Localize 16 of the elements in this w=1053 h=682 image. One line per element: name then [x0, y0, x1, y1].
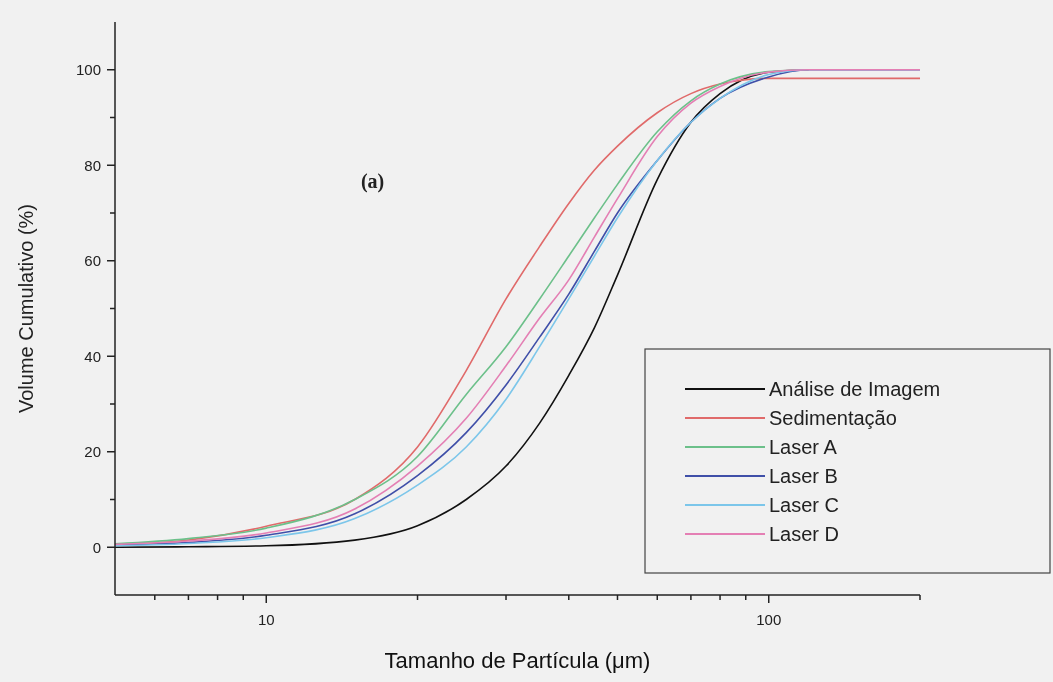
y-tick-label: 100 [75, 61, 101, 78]
legend-label: Laser B [769, 465, 838, 487]
annotation: (a) [360, 170, 385, 194]
y-tick-label: 20 [84, 443, 101, 460]
legend-label: Análise de Imagem [769, 378, 941, 400]
x-axis-title: Tamanho de Partícula (μm) [384, 648, 651, 673]
y-tick-label: 80 [84, 156, 101, 174]
y-axis-title: Volume Cumulativo (%) [15, 204, 37, 413]
y-tick-label: 40 [84, 347, 101, 365]
x-tick-label: 10 [257, 611, 275, 628]
y-tick-label: 0 [92, 538, 101, 556]
y-tick-label: 60 [84, 252, 101, 269]
legend-label: Laser D [769, 523, 840, 545]
legend-label: Sedimentação [769, 407, 897, 429]
legend-label: Laser A [769, 436, 838, 458]
legend-label: Laser C [769, 494, 840, 516]
